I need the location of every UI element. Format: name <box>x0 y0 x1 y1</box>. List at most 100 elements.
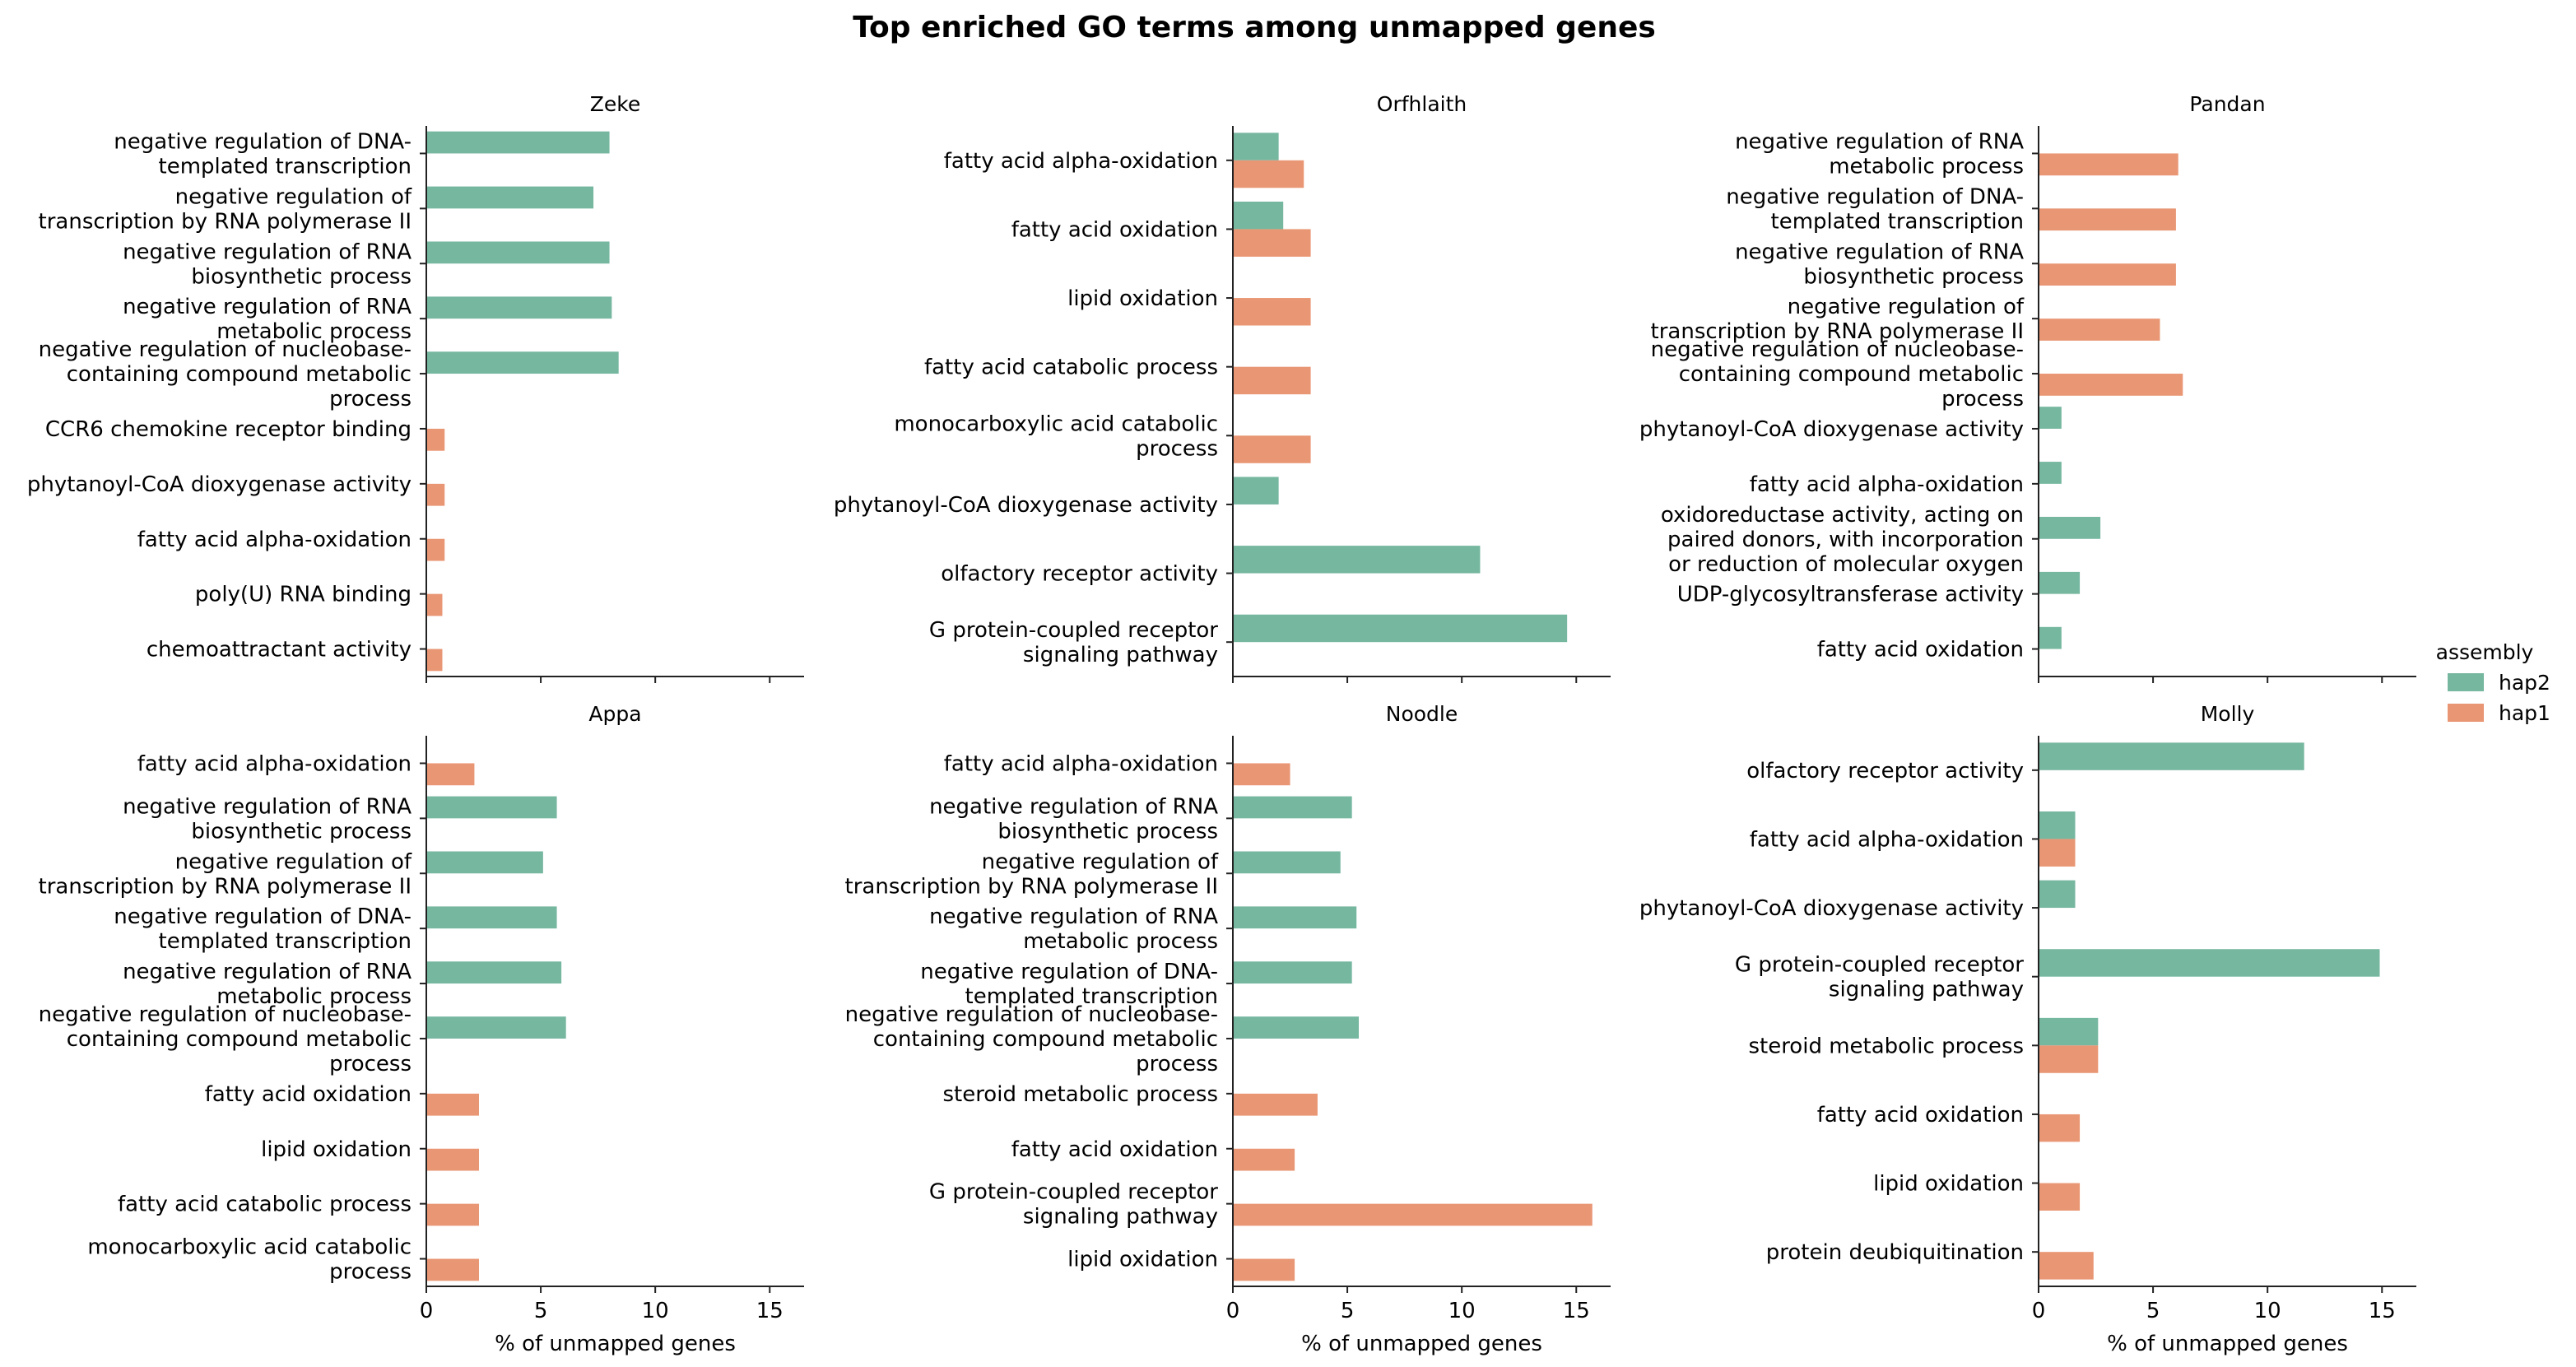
bar-hap2 <box>426 351 619 374</box>
category-label: negative regulation of RNA metabolic proc… <box>929 904 1218 954</box>
category-label-line: containing compound metabolic <box>67 362 412 387</box>
category-label: fatty acid catabolic process <box>118 1193 412 1217</box>
category-label: negative regulation of transcription by R… <box>845 849 1219 899</box>
legend-title: assembly <box>2436 640 2534 664</box>
legend-swatch-hap1 <box>2448 704 2484 722</box>
category-label: fatty acid catabolic process <box>924 356 1218 380</box>
category-label-line: metabolic process <box>1829 154 2024 179</box>
category-label-line: fatty acid oxidation <box>1817 1103 2024 1128</box>
bar-hap1 <box>2039 208 2176 231</box>
x-axis-label: % of unmapped genes <box>2107 1332 2348 1356</box>
bar-hap2 <box>2039 626 2062 649</box>
bar-hap2 <box>2039 1017 2099 1046</box>
x-tick-label: 0 <box>1226 1299 1240 1323</box>
category-label: negative regulation of DNA-templated tra… <box>920 960 1218 1009</box>
category-label-line: negative regulation of DNA- <box>1726 184 2024 209</box>
category-label: lipid oxidation <box>1067 286 1218 311</box>
category-label-line: or reduction of molecular oxygen <box>1668 552 2024 577</box>
bar-hap1 <box>426 483 445 506</box>
category-label-line: negative regulation of RNA <box>123 960 412 984</box>
category-label: fatty acid alpha-oxidation <box>137 751 412 776</box>
category-label-line: negative regulation of nucleobase- <box>845 1002 1218 1027</box>
panel-title: Appa <box>588 702 641 726</box>
category-label-line: negative regulation of RNA <box>929 904 1218 929</box>
panel-molly: Molly olfactory receptor activity fatty ac… <box>1639 702 2416 1356</box>
category-label: G protein-coupled receptor signaling path… <box>929 618 1218 667</box>
category-label-line: G protein-coupled receptor <box>1735 953 2024 978</box>
panel-appa: Appa fatty acid alpha-oxidation negative r… <box>39 702 804 1356</box>
category-label-line: process <box>329 387 412 411</box>
category-label: fatty acid alpha-oxidation <box>944 751 1218 776</box>
category-label: fatty acid oxidation <box>1011 1137 1218 1162</box>
category-label: fatty acid alpha-oxidation <box>1750 472 2024 497</box>
category-label-line: transcription by RNA polymerase II <box>1651 319 2024 344</box>
category-label: lipid oxidation <box>261 1137 412 1162</box>
category-label-line: negative regulation of nucleobase- <box>39 1002 412 1027</box>
category-label: negative regulation of nucleobase-contai… <box>39 337 412 411</box>
category-label-line: olfactory receptor activity <box>941 562 1218 587</box>
category-label: fatty acid oxidation <box>205 1082 412 1107</box>
category-label-line: lipid oxidation <box>1067 1248 1218 1272</box>
x-tick-label: 5 <box>1341 1299 1355 1323</box>
bar-hap2 <box>426 796 557 819</box>
bar-hap2 <box>2039 571 2081 594</box>
category-label: negative regulation of RNA biosynthetic p… <box>1735 239 2024 289</box>
category-label: olfactory receptor activity <box>941 562 1218 587</box>
category-label-line: templated transcription <box>159 929 412 954</box>
bar-hap2 <box>1233 614 1568 643</box>
category-label-line: biosynthetic process <box>1803 264 2024 289</box>
category-label-line: signaling pathway <box>1023 1205 1218 1230</box>
bar-hap2 <box>426 131 610 154</box>
bar-hap2 <box>1233 133 1279 160</box>
category-label: negative regulation of transcription by R… <box>39 849 412 899</box>
category-label: oxidoreductase activity, acting on paired… <box>1661 503 2024 577</box>
category-label: fatty acid oxidation <box>1817 1103 2024 1128</box>
category-label-line: monocarboxylic acid catabolic <box>87 1235 412 1260</box>
category-label-line: negative regulation of DNA- <box>920 960 1218 984</box>
bar-hap2 <box>2039 949 2380 977</box>
category-label: fatty acid oxidation <box>1817 638 2024 663</box>
bar-hap1 <box>1233 1148 1295 1171</box>
category-label: phytanoyl-CoA dioxygenase activity <box>1639 896 2024 921</box>
category-label-line: negative regulation of <box>1788 295 2025 319</box>
category-label-line: UDP-glycosyltransferase activity <box>1677 583 2024 607</box>
category-label: negative regulation of DNA-templated tra… <box>114 129 412 179</box>
category-label-line: fatty acid oxidation <box>1011 1137 1218 1162</box>
bar-hap1 <box>1233 160 1304 188</box>
category-label-line: fatty acid catabolic process <box>118 1193 412 1217</box>
category-label-line: protein deubiquitination <box>1766 1240 2024 1265</box>
category-label: chemoattractant activity <box>146 638 412 663</box>
x-tick-label: 0 <box>2032 1299 2046 1323</box>
category-label: G protein-coupled receptor signaling path… <box>929 1180 1218 1230</box>
category-label: steroid metabolic process <box>1748 1034 2024 1058</box>
bar-hap2 <box>426 296 612 319</box>
bar-hap1 <box>1233 763 1290 786</box>
category-label-line: containing compound metabolic <box>873 1027 1218 1052</box>
category-label-line: containing compound metabolic <box>1679 362 2024 387</box>
bar-hap2 <box>1233 477 1279 504</box>
category-label: fatty acid alpha-oxidation <box>1750 827 2024 852</box>
x-tick-label: 5 <box>534 1299 548 1323</box>
category-label-line: negative regulation of RNA <box>123 239 412 264</box>
category-label: monocarboxylic acid catabolic process <box>894 411 1218 461</box>
bar-hap1 <box>426 428 445 451</box>
bar-hap1 <box>426 538 445 561</box>
bar-hap2 <box>2039 407 2062 429</box>
category-label: UDP-glycosyltransferase activity <box>1677 583 2024 607</box>
bar-hap2 <box>1233 1016 1359 1039</box>
category-label: phytanoyl-CoA dioxygenase activity <box>27 472 412 497</box>
bar-hap1 <box>426 1203 479 1226</box>
category-label-line: phytanoyl-CoA dioxygenase activity <box>834 493 1218 518</box>
category-label-line: transcription by RNA polymerase II <box>845 874 1218 899</box>
category-label: fatty acid oxidation <box>1011 217 1218 242</box>
category-label: lipid oxidation <box>1067 1248 1218 1272</box>
category-label-line: lipid oxidation <box>261 1137 412 1162</box>
bar-hap2 <box>1233 796 1352 819</box>
x-tick-label: 10 <box>1448 1299 1476 1323</box>
category-label: negative regulation of RNA metabolic proc… <box>123 295 412 344</box>
category-label: lipid oxidation <box>1873 1172 2024 1197</box>
bar-hap1 <box>1233 1203 1593 1226</box>
legend-label-hap2: hap2 <box>2499 671 2550 695</box>
category-label-line: templated transcription <box>965 984 1219 1009</box>
category-label-line: templated transcription <box>1771 209 2025 234</box>
